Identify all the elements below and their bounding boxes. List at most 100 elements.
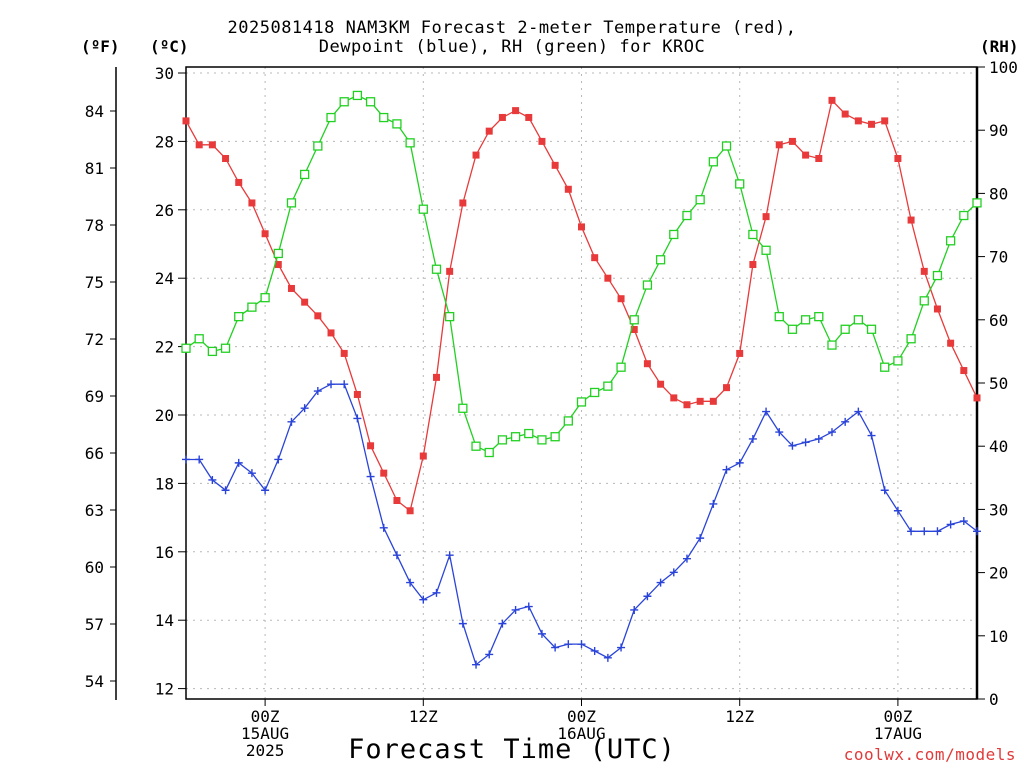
dewpoint-point: [881, 486, 889, 494]
dewpoint-point: [340, 380, 348, 388]
temperature-point: [446, 268, 453, 275]
rh-point: [591, 388, 599, 396]
temperature-point: [710, 398, 717, 405]
rh-point: [920, 297, 928, 305]
dewpoint-point: [709, 500, 717, 508]
rh-point: [960, 212, 968, 220]
rh-point: [723, 142, 731, 150]
rh-point: [868, 325, 876, 333]
dewpoint-point: [274, 455, 282, 463]
rh-point: [512, 433, 520, 441]
fahrenheit-tick-label: 78: [85, 216, 104, 235]
temperature-point: [420, 453, 427, 460]
rh-point: [406, 139, 414, 147]
temperature-point: [183, 117, 190, 124]
dewpoint-line: [186, 384, 977, 665]
rh-tick-label: 10: [989, 627, 1008, 646]
temperature-point: [473, 152, 480, 159]
series-layer: [182, 91, 981, 668]
rh-point: [841, 325, 849, 333]
temperature-point: [697, 398, 704, 405]
celsius-tick-label: 20: [155, 406, 174, 425]
celsius-tick-label: 28: [155, 132, 174, 151]
celsius-tick-label: 16: [155, 543, 174, 562]
dewpoint-point: [907, 527, 915, 535]
temperature-point: [683, 401, 690, 408]
celsius-tick-label: 22: [155, 338, 174, 357]
rh-point: [314, 142, 322, 150]
rh-point: [327, 114, 335, 122]
rh-tick-label: 0: [989, 690, 999, 709]
temperature-point: [855, 117, 862, 124]
temperature-point: [644, 360, 651, 367]
credit-link[interactable]: coolwx.com/models: [844, 745, 1016, 764]
dewpoint-point: [380, 524, 388, 532]
dewpoint-point: [736, 459, 744, 467]
temperature-point: [921, 268, 928, 275]
dewpoint-point: [393, 551, 401, 559]
dewpoint-point: [920, 527, 928, 535]
rh-point: [947, 237, 955, 245]
dewpoint-point: [367, 473, 375, 481]
rh-tick-label: 100: [989, 58, 1018, 77]
temperature-point: [736, 350, 743, 357]
rh-point: [881, 363, 889, 371]
rh-point: [630, 316, 638, 324]
temperature-point: [552, 162, 559, 169]
dewpoint-point: [802, 438, 810, 446]
rh-point: [578, 398, 586, 406]
temperature-point: [974, 394, 981, 401]
temperature-point: [222, 155, 229, 162]
forecast-chart: 1214161820222426283054576063666972757881…: [0, 0, 1024, 768]
rh-point: [446, 313, 454, 321]
temperature-point: [393, 497, 400, 504]
rh-point: [367, 98, 375, 106]
celsius-tick-label: 14: [155, 611, 174, 630]
temperature-point: [525, 114, 532, 121]
rh-tick-label: 40: [989, 437, 1008, 456]
fahrenheit-tick-label: 84: [85, 102, 104, 121]
fahrenheit-tick-label: 60: [85, 558, 104, 577]
rh-point: [604, 382, 612, 390]
celsius-tick-label: 26: [155, 201, 174, 220]
temperature-point: [934, 305, 941, 312]
temperature-point: [380, 470, 387, 477]
grid-lines: [186, 67, 977, 699]
rh-point: [222, 344, 230, 352]
rh-point: [498, 436, 506, 444]
rh-point: [709, 158, 717, 166]
rh-point: [828, 341, 836, 349]
rh-point: [182, 344, 190, 352]
rh-point: [248, 303, 256, 311]
temperature-point: [209, 141, 216, 148]
rh-point: [261, 294, 269, 302]
rh-point: [683, 212, 691, 220]
rh-point: [287, 199, 295, 207]
temperature-point: [248, 199, 255, 206]
temperature-point: [341, 350, 348, 357]
rh-tick-label: 20: [989, 564, 1008, 583]
temperature-point: [947, 340, 954, 347]
temperature-point: [894, 155, 901, 162]
rh-point: [525, 430, 533, 438]
dewpoint-point: [696, 534, 704, 542]
rh-point: [617, 363, 625, 371]
temperature-point: [842, 111, 849, 118]
celsius-tick-label: 24: [155, 269, 174, 288]
temperature-point: [815, 155, 822, 162]
dewpoint-point: [564, 640, 572, 648]
fahrenheit-tick-label: 66: [85, 444, 104, 463]
rh-point: [775, 313, 783, 321]
dewpoint-point: [446, 551, 454, 559]
x-tick-label: 12Z: [409, 707, 438, 726]
temperature-point: [459, 199, 466, 206]
rh-point: [643, 281, 651, 289]
fahrenheit-tick-label: 54: [85, 672, 104, 691]
rh-point: [894, 357, 902, 365]
fahrenheit-tick-label: 75: [85, 273, 104, 292]
dewpoint-point: [933, 527, 941, 535]
dewpoint-point: [894, 507, 902, 515]
temperature-point: [288, 285, 295, 292]
dewpoint-point: [327, 380, 335, 388]
temperature-point: [802, 152, 809, 159]
